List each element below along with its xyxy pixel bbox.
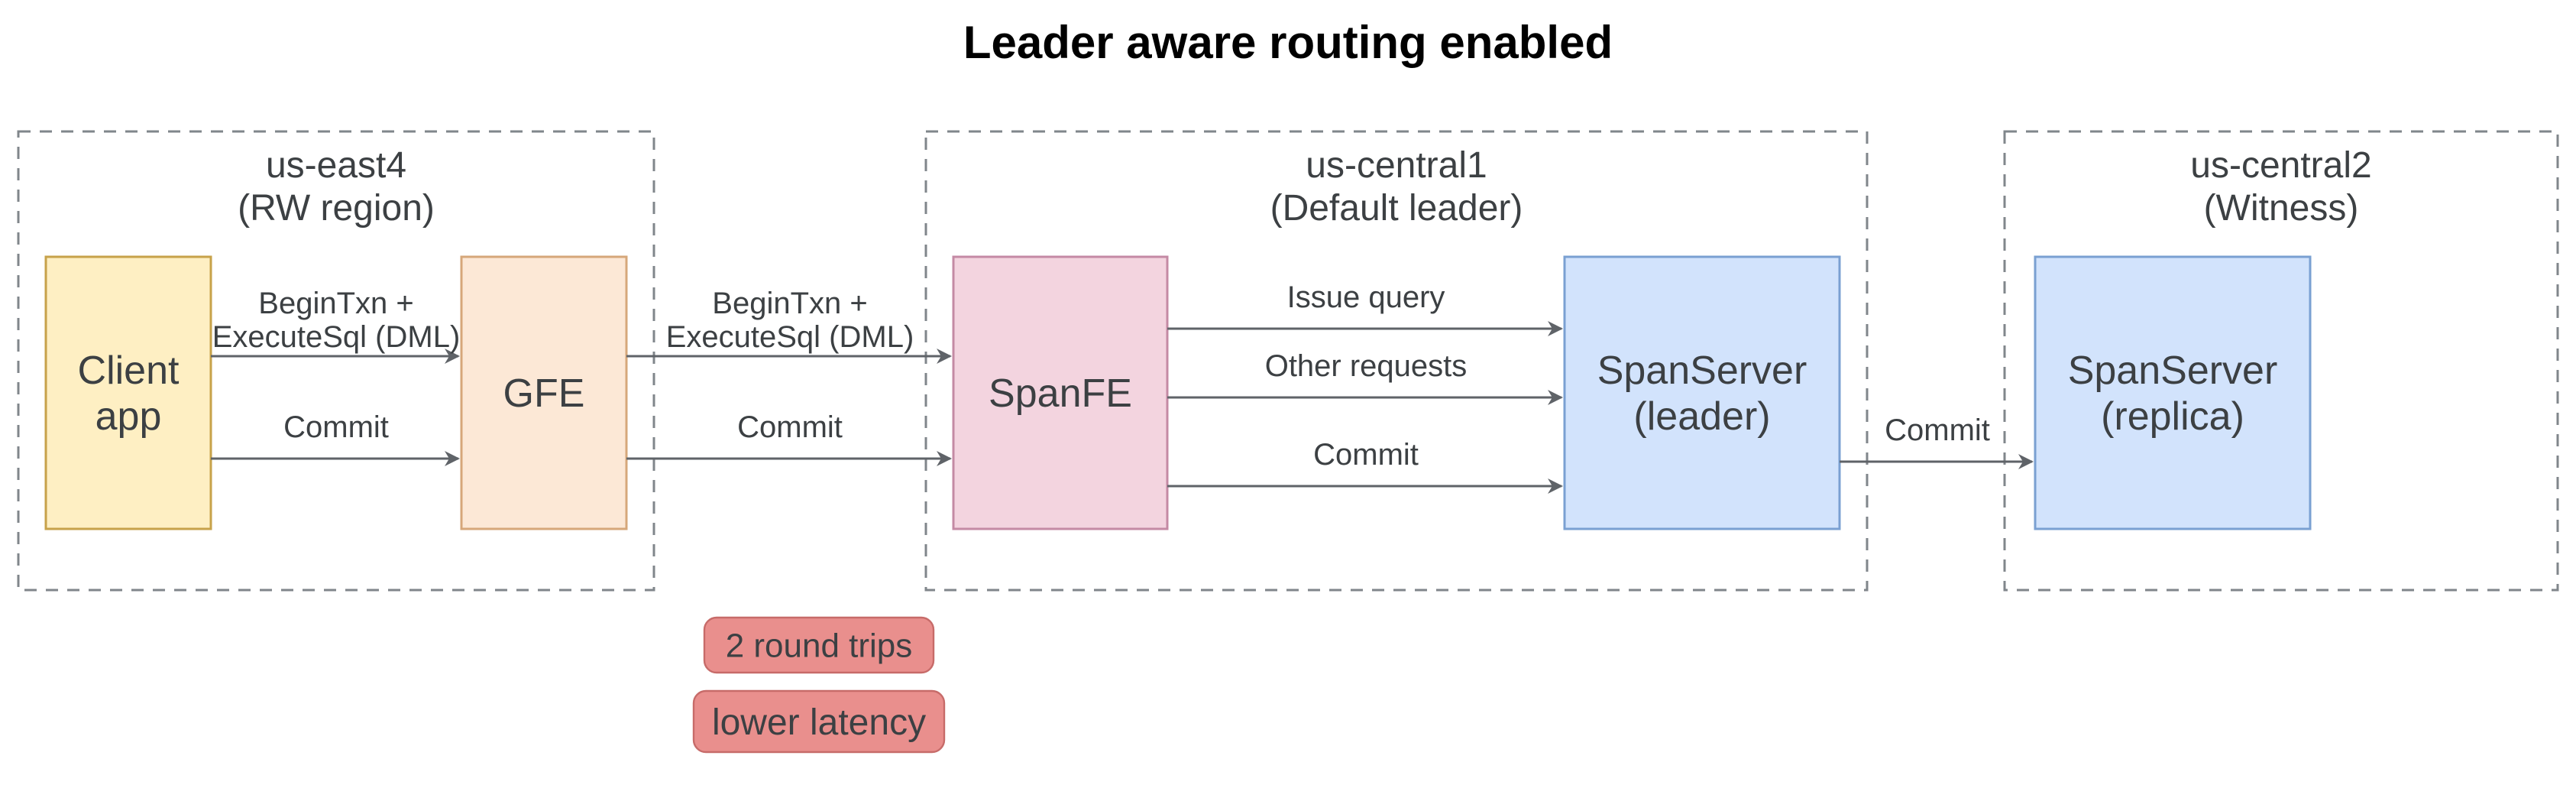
- diagram-title: Leader aware routing enabled: [963, 17, 1613, 68]
- edge-label: BeginTxn +: [712, 287, 867, 320]
- node-spanserver-replica: SpanServer(replica): [2035, 257, 2310, 529]
- region-label: us-east4: [266, 145, 406, 186]
- node-label: Client: [78, 349, 180, 393]
- edge-label: Commit: [737, 410, 843, 444]
- node-client: Clientapp: [46, 257, 211, 529]
- node-spanfe: SpanFE: [953, 257, 1167, 529]
- badge-label: lower latency: [712, 702, 926, 743]
- edge-client-to-gfe: BeginTxn +ExecuteSql (DML): [211, 287, 460, 356]
- edge-spanfe-to-spanserver-leader: Other requests: [1167, 349, 1561, 397]
- node-label: SpanFE: [989, 371, 1132, 416]
- region-sublabel: (Default leader): [1270, 188, 1523, 229]
- edge-gfe-to-spanfe: Commit: [626, 410, 950, 459]
- edge-spanfe-to-spanserver-leader: Issue query: [1167, 281, 1561, 329]
- edge-gfe-to-spanfe: BeginTxn +ExecuteSql (DML): [626, 287, 950, 356]
- edge-spanfe-to-spanserver-leader: Commit: [1167, 438, 1561, 486]
- region-label: us-central2: [2190, 145, 2371, 186]
- badge-latency: lower latency: [694, 691, 944, 752]
- node-sublabel: app: [95, 394, 162, 439]
- node-sublabel: (replica): [2101, 394, 2244, 439]
- badge-roundtrips: 2 round trips: [704, 618, 934, 673]
- edge-label: Commit: [1885, 413, 1990, 447]
- region-label: us-central1: [1306, 145, 1487, 186]
- node-spanserver-leader: SpanServer(leader): [1565, 257, 1840, 529]
- edge-label: Commit: [1313, 438, 1419, 472]
- leader-aware-routing-diagram: Leader aware routing enabled us-east4(RW …: [0, 0, 2576, 801]
- region-sublabel: (RW region): [238, 188, 435, 229]
- edge-client-to-gfe: Commit: [211, 410, 458, 459]
- edge-label: Commit: [283, 410, 389, 444]
- edge-sublabel: ExecuteSql (DML): [666, 320, 914, 354]
- node-sublabel: (leader): [1633, 394, 1770, 439]
- edge-label: BeginTxn +: [258, 287, 413, 320]
- edge-label: Other requests: [1265, 349, 1468, 383]
- region-sublabel: (Witness): [2204, 188, 2359, 229]
- node-label: GFE: [503, 371, 585, 416]
- edge-sublabel: ExecuteSql (DML): [212, 320, 461, 354]
- node-gfe: GFE: [461, 257, 626, 529]
- node-label: SpanServer: [1597, 349, 1807, 393]
- node-label: SpanServer: [2068, 349, 2278, 393]
- edge-label: Issue query: [1287, 281, 1445, 314]
- badge-label: 2 round trips: [726, 627, 913, 664]
- edge-spanserver-leader-to-spanserver-replica: Commit: [1840, 413, 2032, 462]
